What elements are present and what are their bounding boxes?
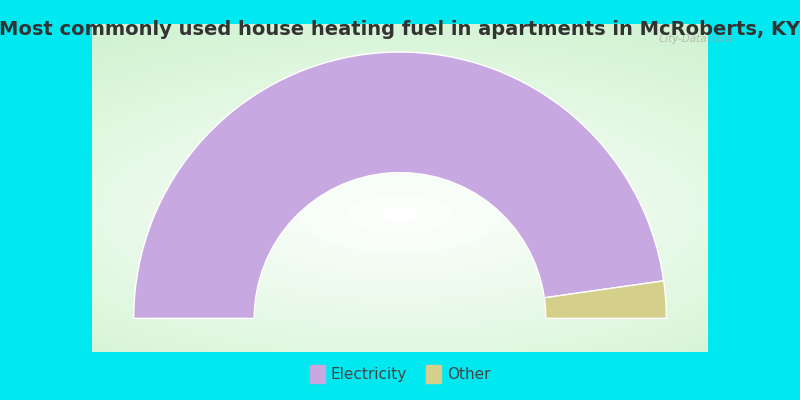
Ellipse shape	[27, 70, 773, 358]
Ellipse shape	[0, 11, 800, 400]
Wedge shape	[544, 281, 666, 318]
Ellipse shape	[214, 142, 586, 286]
Ellipse shape	[146, 116, 654, 313]
Ellipse shape	[162, 122, 638, 306]
Ellipse shape	[0, 30, 800, 398]
Ellipse shape	[349, 194, 451, 234]
Ellipse shape	[332, 188, 468, 240]
Ellipse shape	[0, 18, 800, 400]
Ellipse shape	[247, 155, 553, 273]
Ellipse shape	[78, 90, 722, 339]
Ellipse shape	[0, 24, 800, 400]
Ellipse shape	[298, 175, 502, 254]
Wedge shape	[134, 52, 664, 318]
Ellipse shape	[61, 83, 739, 346]
Legend: Electricity, Other: Electricity, Other	[303, 359, 497, 389]
Ellipse shape	[0, 4, 800, 400]
Ellipse shape	[230, 149, 570, 280]
Ellipse shape	[282, 168, 518, 260]
Ellipse shape	[197, 136, 603, 293]
Ellipse shape	[366, 201, 434, 227]
Ellipse shape	[315, 182, 485, 247]
Ellipse shape	[129, 109, 671, 319]
Ellipse shape	[112, 103, 688, 326]
Ellipse shape	[0, 44, 800, 385]
Ellipse shape	[0, 37, 800, 391]
Text: Most commonly used house heating fuel in apartments in McRoberts, KY: Most commonly used house heating fuel in…	[0, 20, 800, 39]
Ellipse shape	[0, 50, 800, 378]
Ellipse shape	[44, 76, 756, 352]
Ellipse shape	[94, 96, 706, 332]
Ellipse shape	[10, 63, 790, 365]
Ellipse shape	[383, 208, 417, 221]
Ellipse shape	[179, 129, 621, 300]
Ellipse shape	[264, 162, 536, 267]
Ellipse shape	[0, 57, 800, 372]
Text: City-Data.com: City-Data.com	[659, 34, 733, 44]
